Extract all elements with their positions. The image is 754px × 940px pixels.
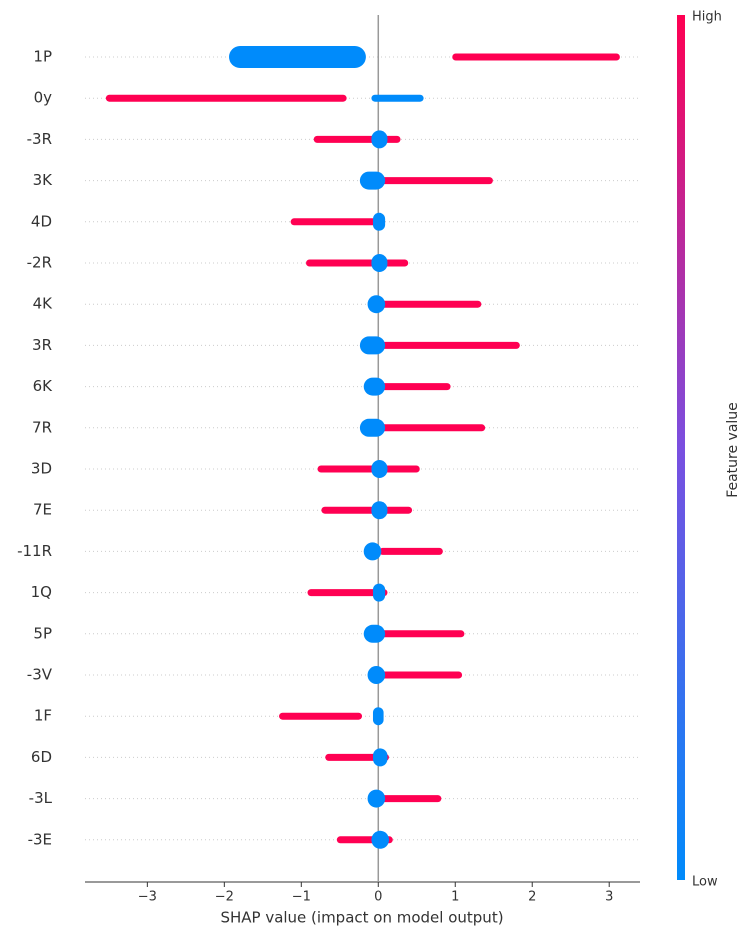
swarm — [371, 254, 388, 272]
y-tick-label: 6K — [33, 377, 54, 395]
y-tick-label: 6D — [31, 748, 52, 766]
swarm — [363, 624, 386, 643]
swarm — [279, 712, 363, 720]
swarm — [313, 135, 401, 143]
swarm — [359, 418, 386, 437]
swarm — [229, 46, 366, 68]
swarm — [372, 707, 384, 726]
swarm — [375, 795, 442, 803]
swarm — [290, 218, 386, 226]
swarm — [105, 94, 347, 102]
y-tick-label: -3E — [28, 830, 52, 848]
colorbar-high: High — [692, 10, 722, 25]
x-tick-label: −2 — [215, 890, 234, 905]
swarm — [375, 300, 482, 308]
swarm — [371, 94, 424, 102]
swarm — [379, 547, 443, 555]
x-tick-label: −1 — [292, 890, 311, 905]
colorbar-low: Low — [692, 875, 718, 890]
y-tick-label: 3R — [32, 336, 52, 354]
x-axis-label: SHAP value (impact on model output) — [220, 909, 503, 927]
colorbar — [677, 15, 685, 880]
swarm — [367, 666, 386, 684]
y-tick-label: 7R — [32, 418, 52, 436]
swarm — [372, 212, 386, 231]
swarm — [372, 748, 388, 767]
swarm — [317, 465, 420, 473]
swarm — [452, 53, 620, 61]
swarm — [375, 424, 486, 432]
y-tick-label: 3K — [33, 171, 54, 189]
colorbar-label: Feature value — [725, 402, 741, 498]
y-tick-label: -3L — [29, 789, 53, 807]
swarm — [363, 377, 386, 396]
y-tick-label: 1P — [33, 48, 52, 66]
swarm — [363, 542, 382, 561]
swarm — [359, 336, 386, 355]
y-tick-label: 0y — [34, 89, 53, 107]
x-tick-label: −3 — [138, 890, 157, 905]
swarm — [367, 789, 386, 808]
y-tick-label: 1F — [34, 707, 52, 725]
y-tick-label: 1Q — [31, 583, 52, 601]
swarm — [307, 589, 388, 597]
swarm — [371, 501, 388, 520]
y-tick-label: -3R — [27, 130, 52, 148]
swarm — [375, 383, 451, 391]
x-tick-label: 0 — [374, 890, 382, 905]
swarm — [306, 259, 409, 267]
swarm — [367, 295, 386, 314]
y-tick-label: 5P — [33, 624, 52, 642]
y-tick-label: 3D — [31, 460, 52, 478]
swarm — [375, 341, 520, 349]
swarm — [359, 171, 386, 190]
y-tick-label: -3V — [27, 666, 53, 684]
x-tick-label: 1 — [451, 890, 459, 905]
swarm — [371, 830, 389, 849]
y-tick-label: 4K — [33, 295, 54, 313]
swarm — [371, 460, 388, 478]
swarm — [375, 177, 493, 185]
y-tick-label: -11R — [17, 542, 52, 560]
x-tick-label: 3 — [605, 890, 613, 905]
swarm — [375, 671, 463, 679]
x-tick-label: 2 — [528, 890, 536, 905]
swarm — [321, 506, 413, 514]
swarm — [375, 630, 465, 638]
y-tick-label: -2R — [27, 254, 52, 272]
y-tick-label: 7E — [33, 501, 52, 519]
swarm — [372, 583, 386, 602]
swarm — [371, 130, 388, 149]
y-tick-label: 4D — [31, 212, 52, 230]
